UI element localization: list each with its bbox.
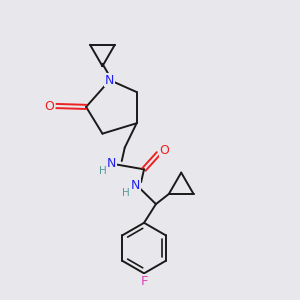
Text: N: N: [130, 179, 140, 192]
Text: H: H: [99, 166, 106, 176]
Text: F: F: [140, 275, 148, 288]
Text: H: H: [122, 188, 130, 198]
Text: N: N: [105, 74, 115, 87]
Text: O: O: [44, 100, 54, 112]
Text: N: N: [107, 157, 116, 169]
Text: O: O: [159, 143, 169, 157]
